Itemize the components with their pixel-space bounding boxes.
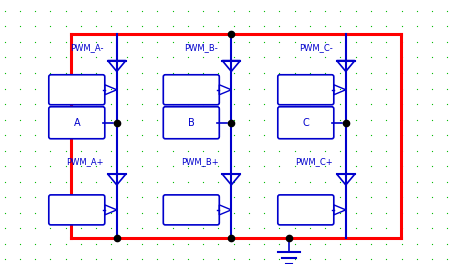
Text: C: C (302, 118, 309, 128)
Text: PWM_C+: PWM_C+ (295, 157, 333, 166)
FancyBboxPatch shape (278, 75, 334, 105)
Text: PWM_A+: PWM_A+ (66, 157, 104, 166)
FancyBboxPatch shape (164, 107, 219, 139)
FancyBboxPatch shape (49, 75, 105, 105)
FancyBboxPatch shape (164, 75, 219, 105)
Text: A: A (73, 118, 80, 128)
FancyBboxPatch shape (164, 195, 219, 225)
FancyBboxPatch shape (49, 195, 105, 225)
Text: PWM_B-: PWM_B- (185, 44, 218, 53)
Text: PWM_C-: PWM_C- (299, 44, 333, 53)
FancyBboxPatch shape (49, 107, 105, 139)
Text: PWM_A-: PWM_A- (70, 44, 104, 53)
FancyBboxPatch shape (278, 195, 334, 225)
FancyBboxPatch shape (278, 107, 334, 139)
Text: PWM_B+: PWM_B+ (180, 157, 218, 166)
Text: B: B (188, 118, 195, 128)
